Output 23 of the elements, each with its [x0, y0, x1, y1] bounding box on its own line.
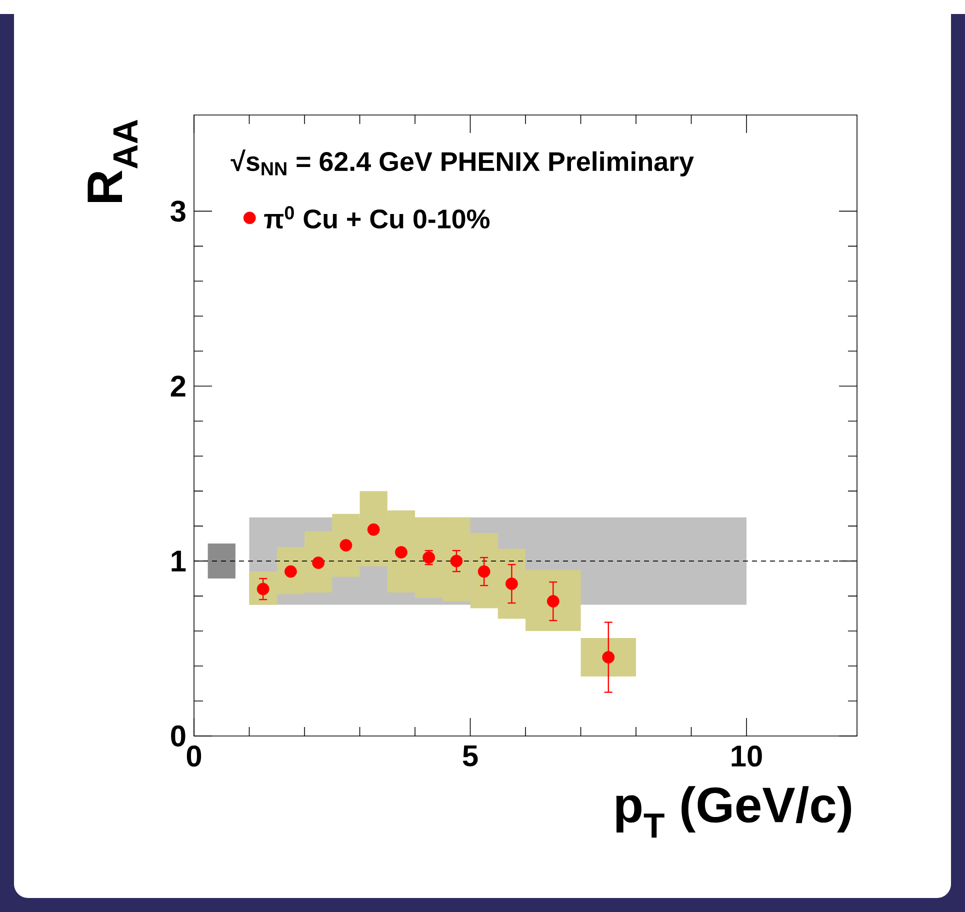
y-tick-label: 1: [172, 550, 186, 572]
point: [450, 554, 463, 568]
point: [256, 582, 270, 596]
x-axis-title: p$_{T}$ (GeV/c): [616, 786, 852, 838]
x-tick-label: 10: [732, 746, 762, 767]
point: [394, 546, 408, 559]
point: [340, 539, 352, 552]
point: [602, 651, 615, 664]
point: [422, 551, 436, 564]
legend-label: π$^{0}$ Cu + Cu 0-10%: [264, 206, 490, 229]
y-tick-label: 0: [171, 725, 186, 747]
point: [546, 595, 560, 608]
x-tick-label: 5: [462, 746, 478, 766]
y-tick-label: 2: [170, 376, 186, 397]
point: [284, 565, 297, 578]
annotation: √s$_{NN}$ = 62.4 GeV PHENIX Preliminary: [230, 150, 694, 176]
point: [478, 565, 490, 578]
x-tick-label: 0: [186, 746, 202, 767]
point: [312, 556, 325, 569]
y-tick-label: 3: [170, 200, 186, 222]
point: [505, 578, 518, 590]
y-axis-title: R$_{AA}$: [88, 120, 138, 202]
point: [367, 523, 380, 536]
